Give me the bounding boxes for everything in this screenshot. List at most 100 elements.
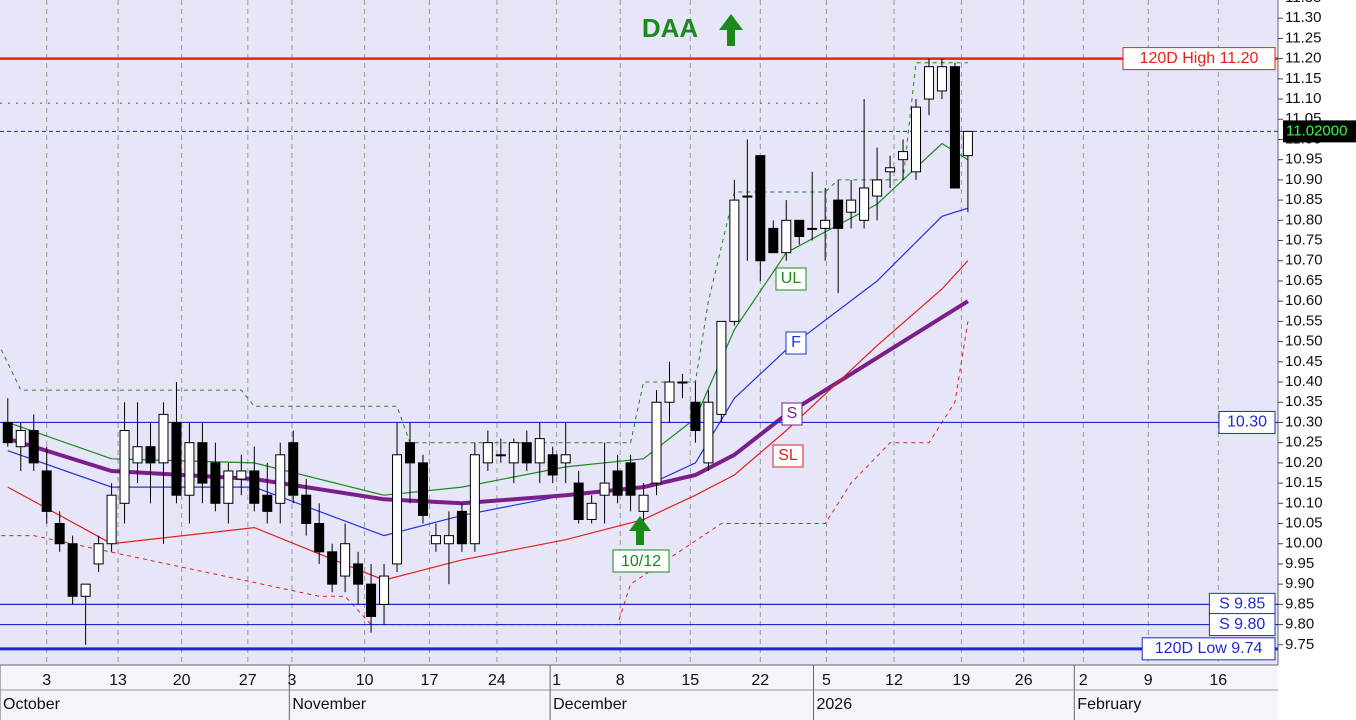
level-label: S 9.80 bbox=[1219, 616, 1265, 633]
y-tick-label: 11.35 bbox=[1285, 0, 1321, 6]
candle-body bbox=[301, 494, 312, 525]
candle-body bbox=[223, 470, 234, 504]
y-tick-label: 10.20 bbox=[1285, 454, 1323, 471]
x-tick-label: 19 bbox=[953, 672, 971, 689]
candle-body bbox=[716, 320, 727, 415]
candle-body bbox=[379, 575, 390, 605]
x-tick-label: 17 bbox=[421, 672, 439, 689]
candle-body bbox=[508, 442, 519, 464]
x-tick-label: 27 bbox=[239, 672, 257, 689]
y-tick-label: 10.55 bbox=[1285, 312, 1323, 329]
candle-body bbox=[67, 543, 78, 597]
candles bbox=[2, 58, 973, 645]
y-tick-label: 9.75 bbox=[1285, 636, 1314, 653]
x-tick-label: 9 bbox=[1144, 672, 1153, 689]
candle-body bbox=[456, 510, 467, 545]
x-tick-label: 2 bbox=[1079, 672, 1088, 689]
candle-body bbox=[366, 583, 377, 617]
y-tick-label: 10.25 bbox=[1285, 434, 1323, 451]
candle-body bbox=[859, 187, 870, 221]
candle-body bbox=[690, 401, 701, 432]
candle-body bbox=[573, 482, 584, 520]
signal-date: 10/12 bbox=[621, 553, 661, 570]
candle-body bbox=[392, 454, 403, 565]
candle-body bbox=[599, 482, 610, 496]
y-tick-label: 10.60 bbox=[1285, 292, 1323, 309]
y-tick-label: 10.95 bbox=[1285, 151, 1323, 168]
y-tick-label: 9.85 bbox=[1285, 595, 1314, 612]
levels bbox=[0, 57, 1278, 651]
up-arrow bbox=[629, 516, 651, 545]
indicator-label-box bbox=[781, 402, 803, 426]
last-price-box bbox=[1283, 120, 1356, 143]
candle-body bbox=[742, 195, 753, 198]
x-tick-label: 8 bbox=[616, 672, 625, 689]
grid bbox=[0, 0, 1283, 720]
candle-body bbox=[106, 494, 117, 545]
candle-body bbox=[430, 535, 441, 545]
candle-body bbox=[898, 151, 909, 161]
indicator-label: F bbox=[791, 334, 801, 351]
y-tick-label: 10.50 bbox=[1285, 333, 1323, 350]
y-tick-label: 10.75 bbox=[1285, 232, 1323, 249]
candle-body bbox=[923, 66, 934, 100]
y-tick-label: 11.30 bbox=[1285, 9, 1321, 26]
candle-body bbox=[820, 219, 831, 229]
indicator-line bbox=[1, 321, 969, 626]
y-tick-label: 9.95 bbox=[1285, 555, 1314, 572]
y-tick-label: 10.00 bbox=[1285, 535, 1323, 552]
candle-body bbox=[28, 430, 39, 464]
indicator-label-box bbox=[775, 267, 807, 291]
indicator-label-box bbox=[772, 444, 804, 468]
candle-body bbox=[768, 227, 779, 254]
y-tick-label: 10.10 bbox=[1285, 494, 1323, 511]
signal-date-box bbox=[612, 549, 670, 573]
candle-body bbox=[625, 462, 636, 496]
indicator-label: S bbox=[787, 405, 798, 422]
candle-body bbox=[54, 523, 65, 545]
candle-body bbox=[469, 454, 480, 545]
candle-body bbox=[353, 563, 364, 585]
y-tick-label: 10.40 bbox=[1285, 373, 1323, 390]
candle-body bbox=[872, 179, 883, 197]
y-tick-label: 11.10 bbox=[1285, 90, 1321, 107]
candle-body bbox=[184, 442, 195, 496]
candle-body bbox=[340, 543, 351, 577]
candle-body bbox=[962, 130, 973, 157]
x-tick-label: 3 bbox=[287, 672, 296, 689]
y-tick-label: 10.35 bbox=[1285, 393, 1323, 410]
y-tick-label: 10.05 bbox=[1285, 514, 1323, 531]
x-tick-label: 13 bbox=[109, 672, 127, 689]
candle-body bbox=[288, 442, 299, 496]
candle-body bbox=[236, 470, 247, 480]
candle-body bbox=[417, 462, 428, 516]
candle-body bbox=[651, 401, 662, 484]
y-tick-label: 10.80 bbox=[1285, 211, 1323, 228]
candle-body bbox=[482, 442, 493, 464]
candle-body bbox=[781, 219, 792, 254]
level-label: 120D High 11.20 bbox=[1140, 50, 1259, 67]
candle-body bbox=[794, 219, 805, 237]
x-tick-label: 24 bbox=[488, 672, 506, 689]
candle-body bbox=[132, 446, 143, 464]
y-tick-label: 11.25 bbox=[1285, 29, 1321, 46]
x-tick-label: 10 bbox=[356, 672, 374, 689]
y-tick-label: 11.15 bbox=[1285, 70, 1321, 87]
candle-body bbox=[249, 470, 260, 504]
up-arrow bbox=[719, 14, 743, 46]
candle-body bbox=[171, 421, 182, 496]
candle-body bbox=[93, 543, 104, 565]
level-label: 10.30 bbox=[1227, 414, 1267, 431]
candle-body bbox=[41, 470, 52, 512]
indicator-label: SL bbox=[778, 447, 798, 464]
candle-body bbox=[145, 446, 156, 464]
candle-body bbox=[885, 167, 896, 173]
y-tick-label: 10.30 bbox=[1285, 413, 1323, 430]
candle-body bbox=[560, 454, 571, 464]
candle-body bbox=[677, 381, 688, 384]
y-tick-label: 10.45 bbox=[1285, 353, 1323, 370]
x-major-label: October bbox=[3, 696, 61, 713]
x-tick-label: 1 bbox=[552, 672, 561, 689]
candle-body bbox=[949, 66, 960, 189]
candle-body bbox=[534, 438, 545, 464]
